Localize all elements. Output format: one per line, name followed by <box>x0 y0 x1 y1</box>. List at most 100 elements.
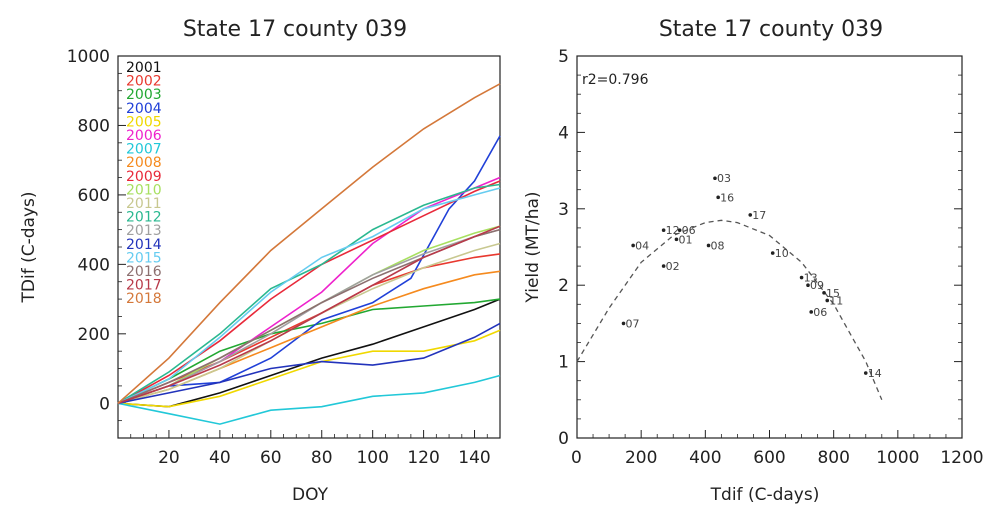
point-label: 06 <box>813 306 827 319</box>
data-point <box>806 283 810 288</box>
chart-right-ylabel: Yield (MT/ha) <box>523 191 543 303</box>
series-line-2004 <box>117 135 501 405</box>
point-label: 09 <box>810 279 824 292</box>
x-tick-label: 400 <box>689 448 721 468</box>
series-line-2017 <box>117 225 501 405</box>
legend-entry-2017: 2017 <box>126 278 162 294</box>
x-tick-label: 40 <box>209 448 231 468</box>
legend-entry-2005: 2005 <box>126 114 162 130</box>
point-label: 15 <box>826 287 840 300</box>
x-tick-label: 600 <box>753 448 785 468</box>
x-tick-label: 1200 <box>940 448 983 468</box>
point-label: 03 <box>717 172 731 185</box>
x-tick-label: 1000 <box>876 448 919 468</box>
x-tick-label: 60 <box>260 448 282 468</box>
data-point <box>661 228 666 232</box>
series-line-2016 <box>117 228 501 405</box>
y-tick-label: 1000 <box>67 47 110 67</box>
point-label: 02 <box>666 260 680 273</box>
series-line-2009 <box>117 180 501 405</box>
data-point <box>677 228 682 232</box>
x-tick-label: 800 <box>817 448 849 468</box>
chart-right-title: State 17 county 039 <box>659 17 883 42</box>
legend-entry-2003: 2003 <box>126 87 162 103</box>
chart-left-ticks: 20 40 60 80 100 120 140 0 200 400 600 800 1000 <box>67 47 491 468</box>
series-line-2013 <box>117 228 501 405</box>
point-label: 10 <box>775 247 789 260</box>
y-tick-label: 0 <box>558 429 569 449</box>
y-tick-label: 200 <box>78 325 110 345</box>
y-tick-label: 4 <box>558 123 569 143</box>
x-tick-label: 200 <box>625 448 657 468</box>
point-label: 12 <box>666 224 680 237</box>
x-tick-label: 120 <box>407 448 439 468</box>
y-tick-label: 2 <box>558 276 569 296</box>
chart-left-ylabel: TDif (C-days) <box>19 192 39 304</box>
series-line-2003 <box>117 298 501 405</box>
legend-entry-2013: 2013 <box>126 223 162 239</box>
legend-entry-2016: 2016 <box>126 264 162 280</box>
y-tick-label: 800 <box>78 116 110 136</box>
legend-entry-2010: 2010 <box>126 182 162 198</box>
series-line-2006 <box>117 176 501 405</box>
data-point <box>621 321 626 326</box>
legend-entry-2012: 2012 <box>126 210 162 226</box>
series-line-2015 <box>117 187 501 405</box>
y-tick-label: 5 <box>558 47 569 67</box>
data-point <box>706 243 711 248</box>
x-tick-label: 140 <box>458 448 490 468</box>
legend-entry-2006: 2006 <box>126 128 162 144</box>
point-label: 01 <box>678 233 692 246</box>
fit-curve <box>576 219 883 401</box>
point-label: 17 <box>752 209 766 222</box>
data-point <box>713 176 717 181</box>
chart-left-legend: 2001200220032004200520062007200820092010… <box>126 60 162 307</box>
legend-entry-2001: 2001 <box>126 60 162 76</box>
chart-left-series <box>117 83 501 425</box>
data-point <box>825 298 830 303</box>
y-tick-label: 1 <box>558 353 569 373</box>
point-label: 04 <box>635 239 649 252</box>
legend-entry-2009: 2009 <box>126 169 162 185</box>
point-label: 16 <box>720 191 734 204</box>
data-point <box>661 264 666 268</box>
series-line-2014 <box>117 322 501 405</box>
legend-entry-2018: 2018 <box>126 291 162 307</box>
series-line-2001 <box>117 298 501 408</box>
point-label: 08 <box>711 239 725 252</box>
r2-annotation: r2=0.796 <box>582 72 649 88</box>
data-point <box>863 371 868 375</box>
point-label: 13 <box>804 272 818 285</box>
data-point <box>822 291 826 295</box>
point-label: 14 <box>868 367 882 380</box>
data-point <box>809 310 814 314</box>
point-label: 07 <box>626 317 640 330</box>
x-tick-label: 80 <box>311 448 333 468</box>
legend-entry-2015: 2015 <box>126 250 162 266</box>
chart-right-points: 01 02 03 04 06 07 08 09 10 11 12 13 14 15 16 17 06 <box>621 172 882 380</box>
legend-entry-2014: 2014 <box>126 237 162 253</box>
data-point <box>674 237 679 242</box>
series-line-2007 <box>117 374 501 425</box>
data-point <box>631 243 635 248</box>
x-tick-label: 20 <box>158 448 180 468</box>
chart-right-xlabel: Tdif (C-days) <box>710 485 820 505</box>
y-tick-label: 400 <box>78 255 110 275</box>
data-point <box>770 251 775 255</box>
series-line-2012 <box>117 183 501 404</box>
series-line-2018 <box>117 83 501 404</box>
x-tick-label: 0 <box>571 448 582 468</box>
chart-right: State 17 county 039 0 200 400 600 800 1000 120… <box>523 17 984 505</box>
series-line-2010 <box>117 225 501 405</box>
legend-entry-2007: 2007 <box>126 142 162 158</box>
y-tick-label: 3 <box>558 200 569 220</box>
legend-entry-2004: 2004 <box>126 101 162 117</box>
chart-left-xlabel: DOY <box>292 485 329 505</box>
y-tick-label: 600 <box>78 186 110 206</box>
legend-entry-2002: 2002 <box>126 74 162 90</box>
legend-entry-2011: 2011 <box>126 196 162 212</box>
series-line-2005 <box>117 329 501 408</box>
data-point <box>748 213 753 217</box>
